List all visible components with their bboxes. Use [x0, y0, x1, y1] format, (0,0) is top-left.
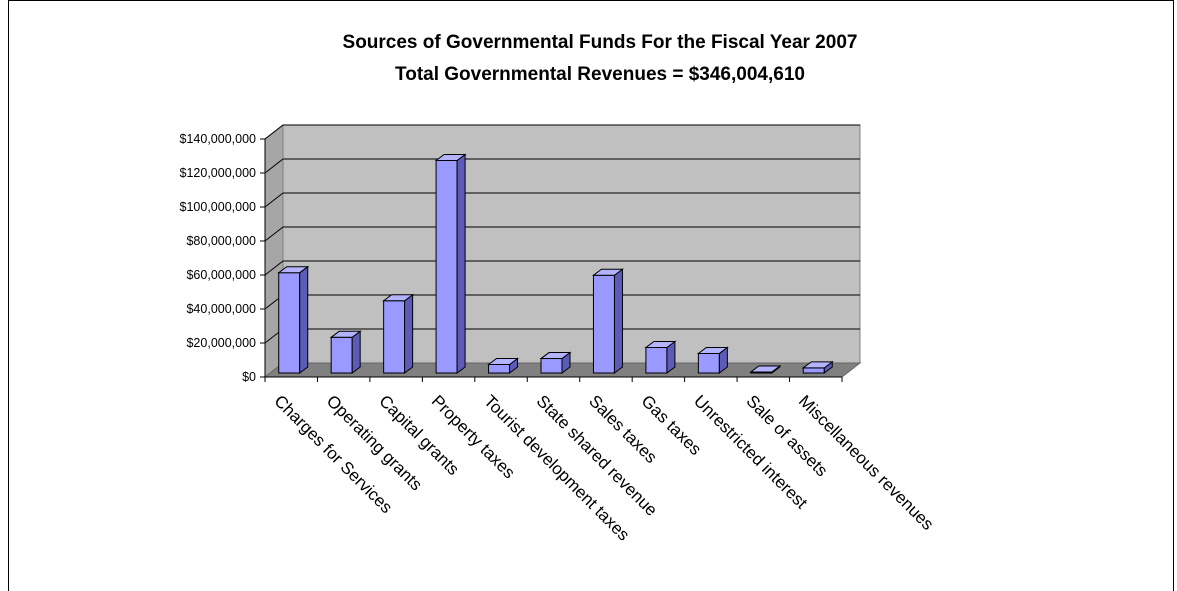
y-tick-label: $60,000,000 — [186, 268, 256, 282]
bar-top — [434, 154, 467, 161]
bar-top — [382, 294, 415, 302]
y-tick-label: $0 — [242, 370, 256, 384]
y-tick-label: $20,000,000 — [186, 336, 256, 350]
bar-top — [329, 330, 362, 338]
bar-front — [435, 160, 458, 374]
bar-top — [539, 352, 572, 360]
bar-top — [591, 268, 624, 276]
plot-area: $0 $20,000,000 $40,000,000 $60,000,000 $80,0… — [180, 123, 937, 544]
bar-top — [801, 361, 834, 369]
y-tick-label: $80,000,000 — [186, 234, 256, 248]
bar-top — [749, 365, 782, 373]
y-tick-label: $100,000,000 — [180, 200, 257, 214]
bar — [329, 330, 362, 374]
bar-side — [404, 293, 414, 374]
gridline-side — [264, 192, 284, 208]
bar — [696, 346, 729, 374]
bar — [539, 351, 572, 374]
bar-side — [351, 330, 361, 374]
y-tick-label: $120,000,000 — [180, 166, 257, 180]
bar-front — [278, 272, 301, 374]
x-tick-label: Operating grants — [323, 391, 426, 494]
bar — [801, 360, 834, 374]
bar-top — [644, 341, 677, 348]
y-tick-label: $40,000,000 — [186, 302, 256, 316]
bar — [434, 153, 467, 374]
chart-title-line-2: Total Governmental Revenues = $346,004,6… — [395, 64, 805, 85]
bar — [749, 365, 782, 374]
back-wall — [282, 124, 861, 364]
bar — [487, 357, 520, 374]
y-tick-label: $140,000,000 — [180, 132, 257, 146]
bar-front — [592, 274, 615, 374]
gridline-side — [264, 158, 284, 174]
bar — [591, 268, 624, 374]
gridline-side — [264, 124, 284, 140]
bar-top — [696, 346, 729, 354]
chart-title-line-1: Sources of Governmental Funds For the Fi… — [343, 32, 858, 53]
bar-front — [697, 352, 720, 374]
gridline-side — [264, 260, 284, 276]
gridline-side — [264, 226, 284, 242]
bar-front — [645, 347, 668, 374]
bar-front — [488, 364, 511, 374]
bar-front — [802, 367, 825, 374]
bar-side — [613, 268, 623, 374]
bar — [644, 340, 677, 374]
chart-frame — [8, 0, 1174, 591]
bar-side — [456, 153, 466, 374]
bar-top — [487, 358, 520, 365]
bar — [277, 265, 310, 374]
bar-front — [540, 358, 563, 374]
bar-front — [330, 336, 353, 374]
bar-top — [277, 266, 310, 274]
bar — [382, 293, 415, 374]
bar-side — [299, 265, 309, 374]
bar-front — [383, 300, 406, 374]
